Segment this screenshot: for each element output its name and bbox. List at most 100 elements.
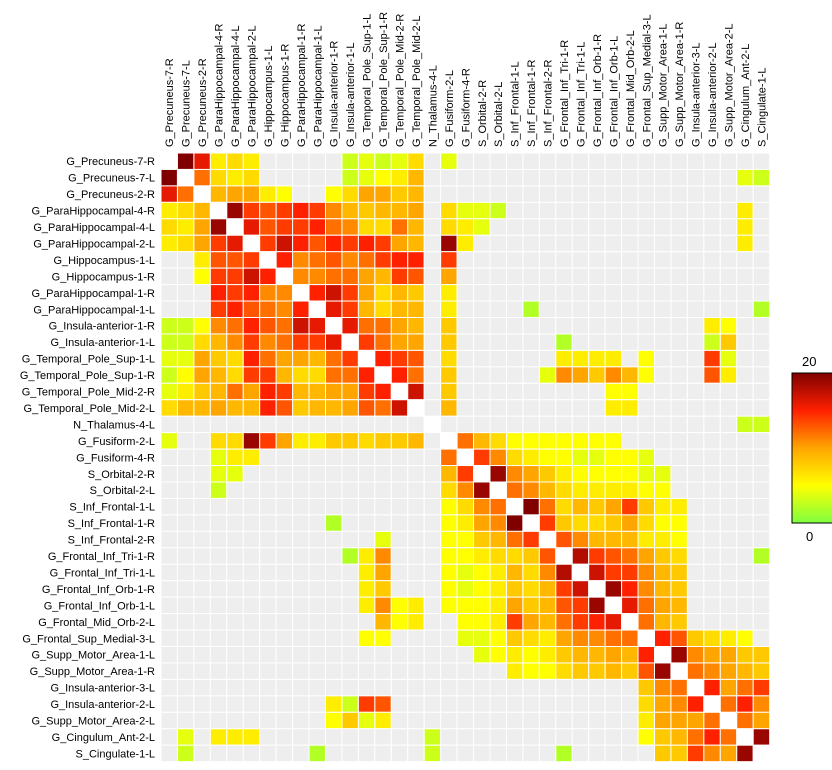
heatmap-cell <box>604 382 623 401</box>
heatmap-cell <box>226 333 244 351</box>
heatmap-cell <box>588 399 606 417</box>
heatmap-cell <box>193 695 211 713</box>
heatmap-cell <box>209 695 228 713</box>
heatmap-cell <box>571 168 590 187</box>
heatmap-cell <box>505 662 524 680</box>
heatmap-cell <box>736 267 754 286</box>
heatmap-cell <box>242 580 261 598</box>
column-label: G_Precuneus-7-R <box>164 58 176 147</box>
heatmap-cell <box>522 728 540 746</box>
heatmap-cell <box>308 234 326 253</box>
heatmap-cell <box>242 728 261 746</box>
heatmap-cell <box>226 432 244 450</box>
heatmap-cell <box>571 678 590 697</box>
heatmap-cell <box>505 218 524 236</box>
heatmap-cell <box>473 662 491 680</box>
heatmap-cell <box>555 432 573 450</box>
heatmap-cell <box>440 168 458 187</box>
heatmap-cell <box>440 366 458 384</box>
heatmap-cell <box>489 300 507 318</box>
heatmap-cell <box>654 366 672 384</box>
heatmap-cell <box>538 317 557 335</box>
heatmap-cell <box>259 580 277 598</box>
heatmap-cell <box>736 284 754 302</box>
heatmap-cell <box>390 596 409 615</box>
heatmap-cell <box>390 349 409 368</box>
heatmap-cell <box>341 251 359 269</box>
heatmap-cell <box>522 234 540 253</box>
heatmap-cell <box>489 646 507 664</box>
heatmap-cell <box>292 415 310 434</box>
heatmap-cell <box>505 744 524 763</box>
heatmap-cell <box>374 317 392 335</box>
heatmap-cell <box>226 284 244 302</box>
heatmap-cell <box>160 646 178 664</box>
heatmap-cell <box>621 481 639 499</box>
heatmap-cell <box>193 267 211 286</box>
heatmap-cell <box>407 317 425 335</box>
heatmap-cell <box>456 563 475 582</box>
heatmap-cell <box>571 448 590 467</box>
heatmap-cell <box>423 251 442 269</box>
heatmap-cell <box>242 662 261 680</box>
heatmap-cell <box>736 662 754 680</box>
heatmap-cell <box>736 185 754 203</box>
heatmap-cell <box>736 382 754 401</box>
row-label: G_ParaHippocampal-4-R <box>32 206 156 218</box>
heatmap-cell <box>456 662 475 680</box>
heatmap-cell <box>341 465 359 483</box>
heatmap-cell <box>242 646 261 664</box>
heatmap-cell <box>621 234 639 253</box>
heatmap-cell <box>637 201 655 220</box>
heatmap-cell <box>390 168 409 187</box>
heatmap-cell <box>555 382 573 401</box>
heatmap-cell <box>588 168 606 187</box>
heatmap-cell <box>588 662 606 680</box>
heatmap-cell <box>275 547 294 565</box>
heatmap-cell <box>654 728 672 746</box>
heatmap-cell <box>242 300 261 318</box>
heatmap-cell <box>736 432 754 450</box>
heatmap-cell <box>538 662 557 680</box>
heatmap-cell <box>325 728 343 746</box>
heatmap-cell <box>571 580 590 598</box>
heatmap-cell <box>357 629 376 647</box>
heatmap-cell <box>555 399 573 417</box>
heatmap-cell <box>275 530 294 549</box>
heatmap-cell <box>686 613 705 631</box>
heatmap-cell <box>736 333 754 351</box>
heatmap-cell <box>292 580 310 598</box>
heatmap-cell <box>160 563 178 582</box>
heatmap-cell <box>703 497 721 516</box>
heatmap-cell <box>209 497 228 516</box>
heatmap-cell <box>292 382 310 401</box>
heatmap-cell <box>621 514 639 532</box>
heatmap-cell <box>308 678 326 697</box>
heatmap-cell <box>160 300 178 318</box>
heatmap-cell <box>703 349 721 368</box>
heatmap-cell <box>341 580 359 598</box>
heatmap-cell <box>703 300 721 318</box>
heatmap-cell <box>259 646 277 664</box>
row-label: G_Frontal_Mid_Orb-2-L <box>38 617 155 629</box>
heatmap-cell <box>423 168 442 187</box>
heatmap-cell <box>242 448 261 467</box>
heatmap-cell <box>621 284 639 302</box>
heatmap-cell <box>456 530 475 549</box>
heatmap-cell <box>686 218 705 236</box>
heatmap-cell <box>505 678 524 697</box>
heatmap-cell <box>275 349 294 368</box>
heatmap-cell <box>308 465 326 483</box>
heatmap-cell <box>407 448 425 467</box>
heatmap-cell <box>489 547 507 565</box>
heatmap-cell <box>654 547 672 565</box>
heatmap-cell <box>226 530 244 549</box>
heatmap-cell <box>505 448 524 467</box>
heatmap-cell <box>538 596 557 615</box>
heatmap-cell <box>242 432 261 450</box>
heatmap-cell <box>555 744 573 763</box>
column-label: G_Insula-anterior-3-L <box>691 42 703 147</box>
heatmap-cell <box>604 448 623 467</box>
row-labels: G_Precuneus-7-R G_Precuneus-7-L G_Precuneu… <box>20 156 155 760</box>
heatmap-cell <box>473 415 491 434</box>
